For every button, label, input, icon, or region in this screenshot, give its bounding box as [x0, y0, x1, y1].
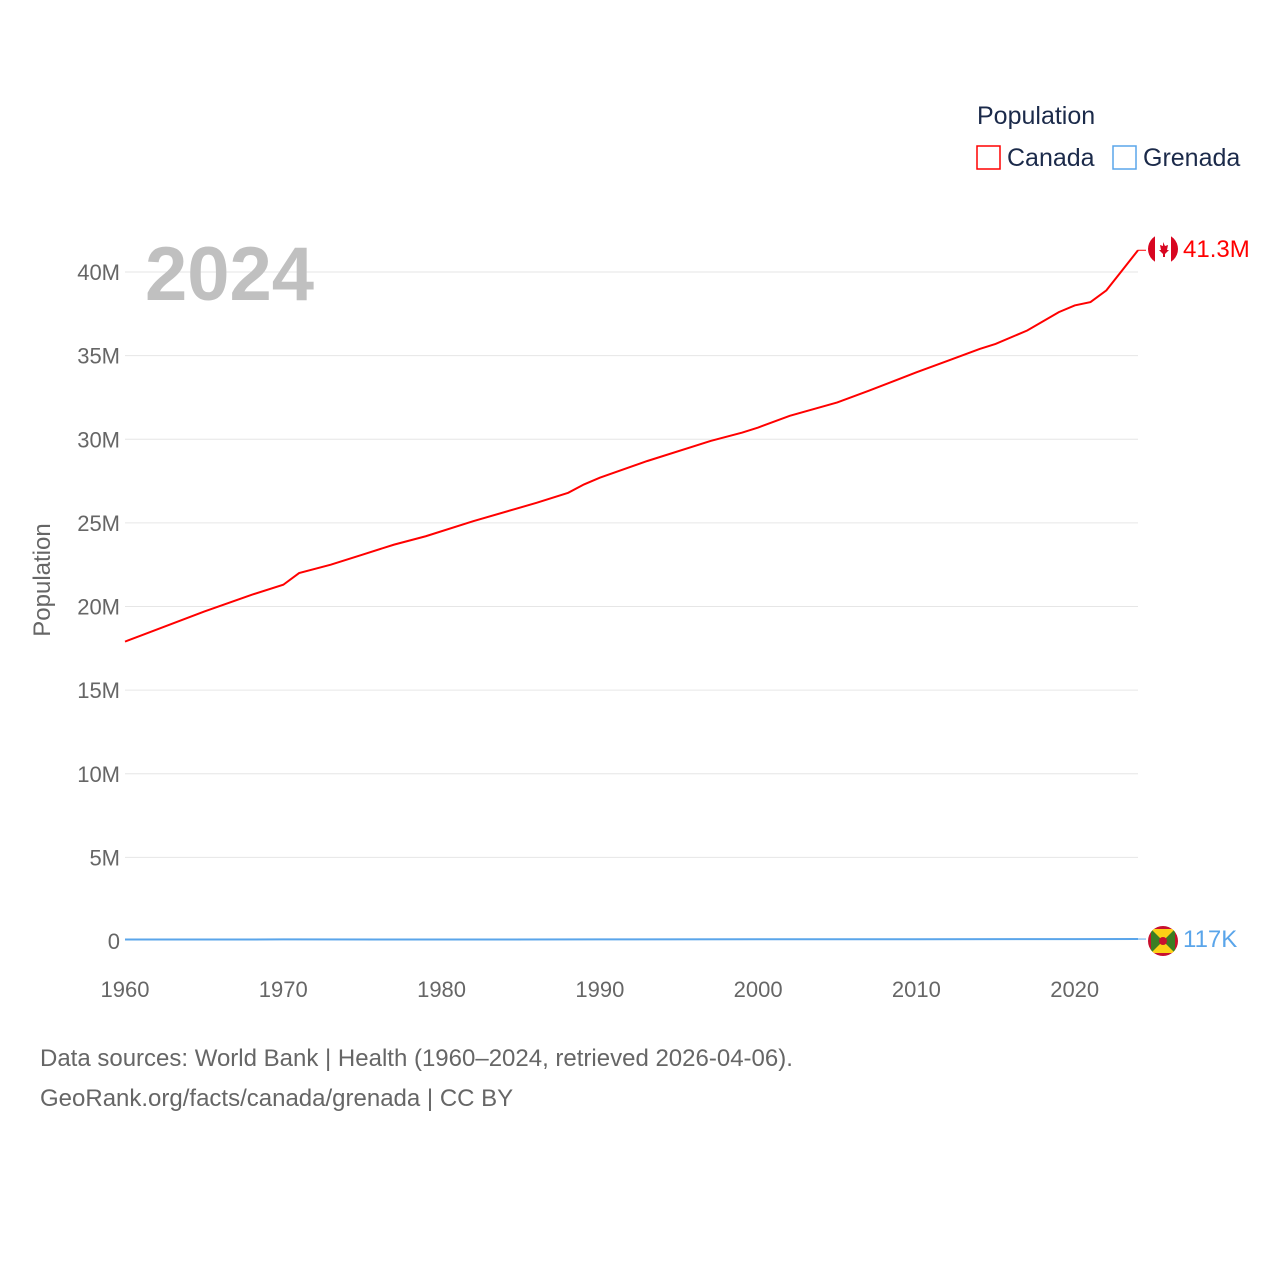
x-tick-label: 2000: [734, 977, 783, 1002]
y-tick-label: 10M: [77, 762, 120, 787]
legend-label-grenada[interactable]: Grenada: [1143, 144, 1240, 172]
x-tick-label: 2010: [892, 977, 941, 1002]
axis-ticks: 0 5M 10M 15M 20M 25M 30M 35M 40M 1960 1970 1980 1990…: [77, 260, 1099, 1002]
canada-flag-icon: [1148, 234, 1178, 264]
legend-swatch-grenada[interactable]: [1112, 145, 1137, 170]
y-tick-label: 5M: [89, 845, 120, 870]
year-watermark: 2024: [145, 232, 314, 317]
x-tick-label: 1990: [575, 977, 624, 1002]
y-tick-label: 35M: [77, 344, 120, 369]
legend-title: Population: [977, 102, 1095, 130]
y-tick-label: 15M: [77, 678, 120, 703]
legend-label-canada[interactable]: Canada: [1007, 144, 1095, 172]
x-tick-label: 2020: [1050, 977, 1099, 1002]
y-tick-label: 0: [108, 929, 120, 954]
y-tick-label: 25M: [77, 511, 120, 536]
x-tick-label: 1960: [101, 977, 150, 1002]
gridlines: [125, 271, 1138, 858]
y-axis-label: Population: [29, 523, 56, 636]
series-lines: [124, 249, 1146, 941]
y-tick-label: 30M: [77, 427, 120, 452]
x-tick-label: 1980: [417, 977, 466, 1002]
footer-link[interactable]: GeoRank.org/facts/canada/grenada | CC BY: [40, 1085, 514, 1112]
legend-swatch-canada[interactable]: [976, 145, 1001, 170]
grenada-flag-icon: [1148, 926, 1178, 956]
series-line-canada: [124, 249, 1139, 643]
y-tick-label: 40M: [77, 260, 120, 285]
canada-end-label: 41.3M: [1183, 236, 1250, 263]
grenada-end-label: 117K: [1183, 926, 1237, 953]
footer-sources: Data sources: World Bank | Health (1960–…: [40, 1045, 793, 1072]
x-tick-label: 1970: [259, 977, 308, 1002]
y-tick-label: 20M: [77, 595, 120, 620]
